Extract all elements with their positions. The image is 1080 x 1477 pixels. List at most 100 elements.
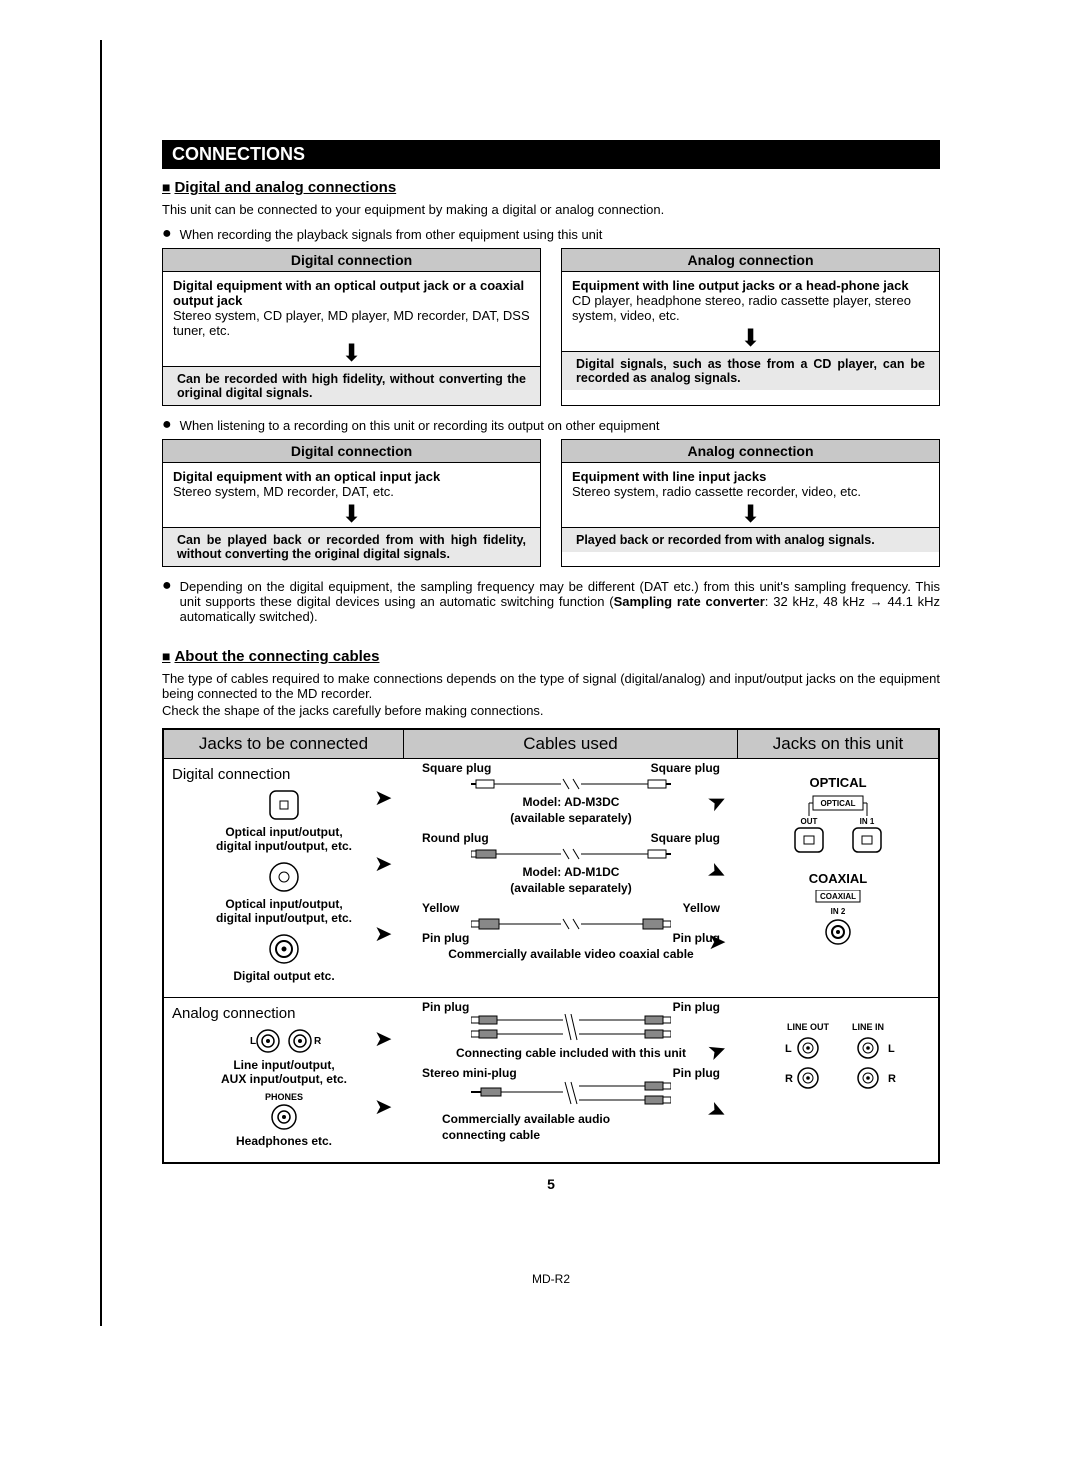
jack-line: L R Line input/output, AUX input/output,…: [172, 1026, 396, 1086]
arrow-right-icon: ➤: [708, 929, 726, 955]
jack-round-icon: [266, 859, 302, 895]
section-header-bar: CONNECTIONS: [162, 140, 940, 169]
jack-label: Optical input/output, digital input/outp…: [172, 825, 396, 853]
svg-text:R: R: [888, 1073, 896, 1085]
jack-phones-icon: [269, 1102, 299, 1132]
box-body: Digital equipment with an optical output…: [163, 272, 540, 342]
arrow-down-icon: ⬇: [562, 327, 939, 351]
cable-labels: Stereo mini-plug Pin plug: [412, 1066, 730, 1080]
jack-optical-round: Optical input/output, digital input/outp…: [172, 859, 396, 925]
jack-lr-icon: L R: [244, 1026, 324, 1056]
plug-right: Yellow: [683, 901, 720, 915]
left-col: Digital connection Optical input/output,…: [164, 759, 404, 997]
box-header: Analog connection: [562, 440, 939, 463]
arrow-right-icon: ➤: [374, 921, 392, 947]
cable-note: Commercially available video coaxial cab…: [412, 947, 730, 961]
svg-text:LINE OUT: LINE OUT: [787, 1022, 830, 1032]
body-text: Stereo system, radio cassette recorder, …: [572, 484, 929, 499]
svg-text:OUT: OUT: [801, 817, 818, 826]
cable-model: Model: AD-M1DC: [412, 865, 730, 879]
jack-label: Headphones etc.: [172, 1134, 396, 1148]
svg-text:IN 2: IN 2: [831, 907, 846, 916]
subsection-title: ■Digital and analog connections: [162, 179, 940, 196]
plug-right: Pin plug: [673, 1000, 720, 1014]
bullet-text: When recording the playback signals from…: [180, 227, 603, 242]
svg-text:L: L: [888, 1043, 895, 1055]
arrow-right-icon: ➤: [374, 1026, 392, 1052]
cable-model: Model: AD-M3DC: [412, 795, 730, 809]
subsection-title: ■About the connecting cables: [162, 648, 940, 665]
plug-left: Square plug: [422, 761, 491, 775]
cable-avail: (available separately): [412, 811, 730, 825]
cable-labels: Pin plug Pin plug: [412, 931, 730, 945]
jack-optical-square: Optical input/output, digital input/outp…: [172, 787, 396, 853]
svg-text:L: L: [785, 1043, 792, 1055]
jack-label: Digital output etc.: [172, 969, 396, 983]
arrow-down-icon: ⬇: [163, 342, 540, 366]
cable-avail: (available separately): [412, 881, 730, 895]
svg-text:L: L: [250, 1036, 256, 1047]
title-text: Digital and analog connections: [174, 179, 396, 196]
svg-text:R: R: [785, 1073, 793, 1085]
box-header: Digital connection: [163, 440, 540, 463]
cable-labels: Pin plug Pin plug: [412, 1000, 730, 1014]
col-header: Cables used: [404, 730, 738, 758]
connection-grid: Digital connection Digital equipment wit…: [162, 439, 940, 567]
plug-left: Stereo mini-plug: [422, 1066, 517, 1080]
page-number: 5: [162, 1176, 940, 1192]
optical-panel-icon: OPTICAL OUT IN 1: [783, 794, 893, 854]
jack-phones: PHONES Headphones etc.: [172, 1092, 396, 1148]
bullet-icon: ●: [162, 227, 172, 242]
analog-connection-box: Analog connection Equipment with line in…: [561, 439, 940, 567]
section-label: Digital connection: [172, 763, 396, 783]
jack-rca-icon: [266, 931, 302, 967]
cable-labels: Square plug Square plug: [412, 761, 730, 775]
para: The type of cables required to make conn…: [162, 671, 940, 701]
section-label: Analog connection: [172, 1002, 396, 1022]
right-col: ➤ ➤ OPTICAL OPTICAL OUT IN 1 ➤ CO: [738, 759, 938, 997]
cables-table: Jacks to be connected Cables used Jacks …: [162, 728, 940, 1164]
cable-icon: [471, 845, 671, 863]
box-footer: Played back or recorded from with analog…: [562, 527, 939, 552]
arrow-right-icon: ➤: [374, 1094, 392, 1120]
phones-label: PHONES: [172, 1092, 396, 1102]
svg-text:IN 1: IN 1: [860, 817, 875, 826]
connection-grid: Digital connection Digital equipment wit…: [162, 248, 940, 406]
table-header: Jacks to be connected Cables used Jacks …: [164, 730, 938, 759]
cable-row: Round plug Square plug Model: AD-M1DC (a…: [412, 831, 730, 895]
bullet-text: When listening to a recording on this un…: [180, 418, 660, 433]
svg-text:LINE IN: LINE IN: [852, 1022, 884, 1032]
footer-model: MD-R2: [162, 1272, 940, 1286]
plug-left: Round plug: [422, 831, 489, 845]
intro-text: This unit can be connected to your equip…: [162, 202, 940, 217]
arrow-right-icon: ➤: [374, 851, 392, 877]
box-footer: Digital signals, such as those from a CD…: [562, 351, 939, 390]
opt-label: OPTICAL: [820, 799, 855, 808]
jack-label: Optical input/output, digital input/outp…: [172, 897, 396, 925]
table-section-digital: Digital connection Optical input/output,…: [164, 759, 938, 997]
cable-labels: Yellow Yellow: [412, 901, 730, 915]
plug-right: Square plug: [651, 761, 720, 775]
plug-left: Pin plug: [422, 931, 469, 945]
body-bold: Equipment with line output jacks or a he…: [572, 278, 929, 293]
right-title: COAXIAL: [746, 871, 930, 886]
cable-labels: Round plug Square plug: [412, 831, 730, 845]
body-text: Stereo system, MD recorder, DAT, etc.: [173, 484, 530, 499]
coaxial-panel-icon: COAXIAL IN 2: [808, 890, 868, 950]
para: Check the shape of the jacks carefully b…: [162, 703, 940, 718]
body-bold: Digital equipment with an optical input …: [173, 469, 530, 484]
mid-col: ➤ Square plug Square plug Model: AD-M3DC…: [404, 759, 738, 997]
box-body: Digital equipment with an optical input …: [163, 463, 540, 503]
bullet-text: Depending on the digital equipment, the …: [180, 579, 940, 624]
body-bold: Equipment with line input jacks: [572, 469, 929, 484]
bullet-item: ● When recording the playback signals fr…: [162, 227, 940, 242]
left-col: Analog connection L R Line input/output,…: [164, 998, 404, 1162]
bullet-icon: ●: [162, 579, 172, 624]
right-col: ➤ ➤ LINE OUT LINE IN L L R R: [738, 998, 938, 1162]
digital-connection-box: Digital connection Digital equipment wit…: [162, 248, 541, 406]
body-text: Stereo system, CD player, MD player, MD …: [173, 308, 530, 338]
square-bullet-icon: ■: [162, 648, 170, 664]
cable-row: Square plug Square plug Model: AD-M3DC (…: [412, 761, 730, 825]
box-header: Analog connection: [562, 249, 939, 272]
bullet-icon: ●: [162, 418, 172, 433]
